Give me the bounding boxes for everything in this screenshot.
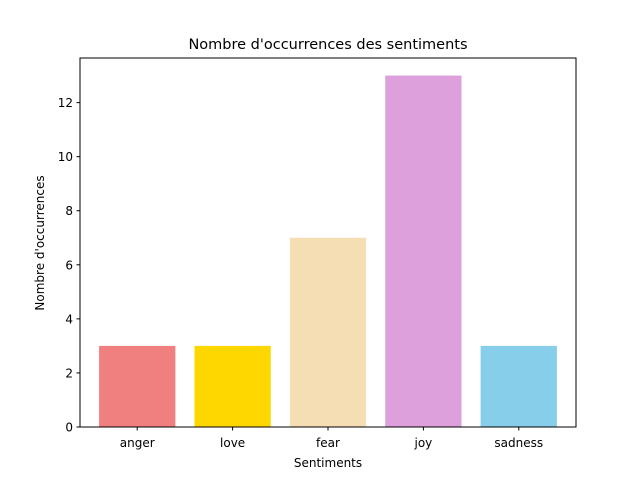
y-tick-label: 12 xyxy=(58,96,73,110)
x-tick-label-sadness: sadness xyxy=(494,436,543,450)
bar-fear xyxy=(289,237,367,427)
x-tick-label-joy: joy xyxy=(413,436,432,450)
y-tick-label: 2 xyxy=(65,366,73,380)
bar-sadness xyxy=(480,345,557,427)
y-tick-label: 6 xyxy=(65,258,73,272)
x-tick-label-love: love xyxy=(220,436,245,450)
chart-title: Nombre d'occurrences des sentiments xyxy=(188,37,467,53)
y-tick-label: 4 xyxy=(65,312,73,326)
bar-anger xyxy=(99,345,176,427)
y-tick-label: 8 xyxy=(65,204,73,218)
bar-love xyxy=(194,345,271,427)
x-axis-label: Sentiments xyxy=(294,456,362,470)
plot-area: 0 2 4 6 8 10 12 anger love fear joy sadness xyxy=(58,57,577,450)
y-axis-label: Nombre d'occurrences xyxy=(33,175,47,310)
x-tick-label-fear: fear xyxy=(316,436,340,450)
x-tick-label-anger: anger xyxy=(120,436,155,450)
y-tick-label: 0 xyxy=(65,421,73,435)
bar-joy xyxy=(385,75,462,428)
y-tick-label: 10 xyxy=(58,150,73,164)
